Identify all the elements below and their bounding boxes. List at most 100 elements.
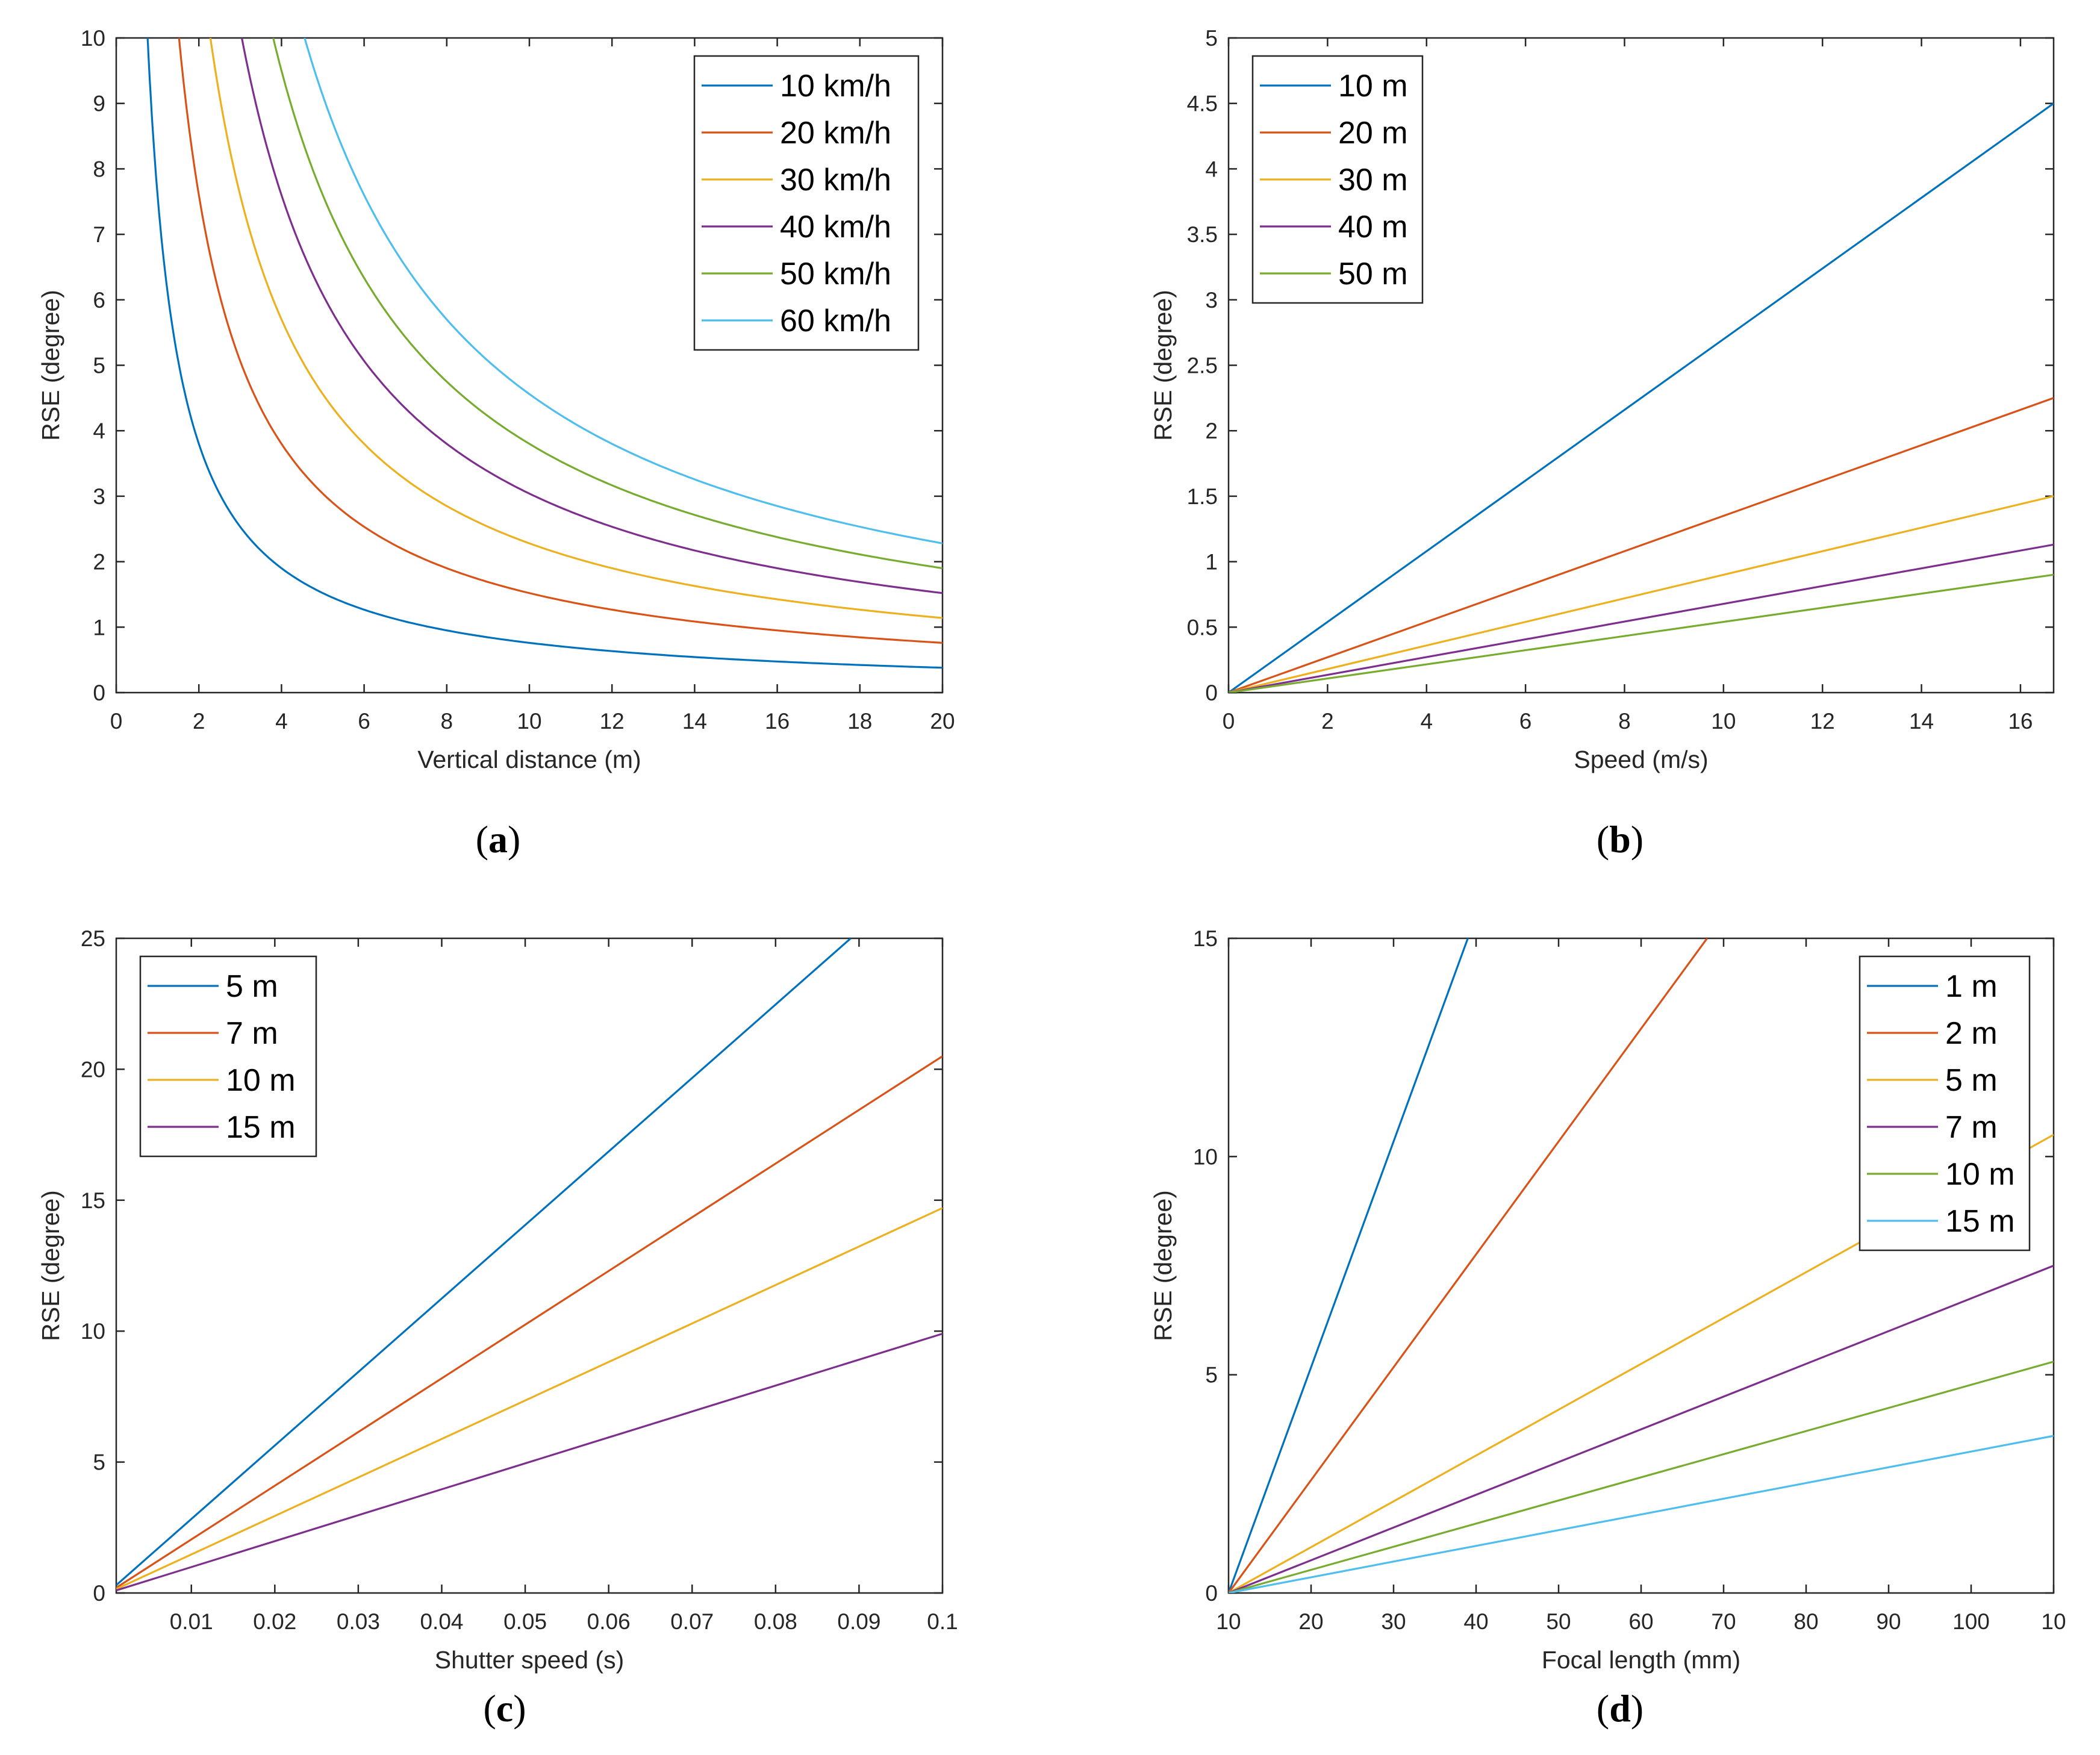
legend-entry: 20 km/h <box>780 116 891 151</box>
y-tick-label: 8 <box>93 157 105 181</box>
series-line-20-m <box>1229 397 2054 693</box>
x-tick-label: 18 <box>847 709 872 734</box>
series-group <box>1229 102 2054 693</box>
legend-entry: 10 m <box>1945 1157 2015 1192</box>
x-tick-label: 16 <box>2008 709 2033 734</box>
y-tick-label: 4 <box>93 419 105 443</box>
legend-entry: 2 m <box>1945 1016 1998 1051</box>
y-axis-label: RSE (degree) <box>1149 1190 1177 1341</box>
x-axis-label: Shutter speed (s) <box>435 1646 625 1674</box>
x-axis-label: Vertical distance (m) <box>417 746 641 773</box>
x-tick-label: 0 <box>110 709 123 734</box>
legend-entry: 7 m <box>226 1016 278 1051</box>
y-tick-label: 6 <box>93 288 105 313</box>
y-tick-label: 5 <box>93 1450 105 1475</box>
legend-entry: 15 m <box>226 1110 296 1145</box>
y-tick-label: 2 <box>1205 419 1218 443</box>
y-tick-label: 9 <box>93 92 105 116</box>
y-tick-label: 25 <box>81 926 105 951</box>
legend-entry: 10 km/h <box>780 69 891 104</box>
x-tick-label: 20 <box>930 709 955 734</box>
y-tick-label: 15 <box>1193 926 1218 951</box>
y-tick-label: 2 <box>93 550 105 575</box>
y-tick-label: 15 <box>81 1188 105 1213</box>
chart-3: 0.01 0.02 0.03 0.04 0.05 0.06 0.07 0.08 0.09 0.1 0… <box>37 926 958 1730</box>
y-tick-label: 10 <box>1193 1144 1218 1169</box>
x-tick-label: 20 <box>1298 1609 1323 1634</box>
series-line-15-m <box>116 1332 943 1592</box>
y-tick-label: 0.5 <box>1187 615 1218 640</box>
legend-entry: 7 m <box>1945 1110 1998 1145</box>
series-line-10-m <box>1229 1361 2054 1593</box>
y-tick-label: 0 <box>93 681 105 705</box>
legend: 10 m 20 m 30 m 40 m 50 m <box>1251 55 1424 304</box>
panel-caption: (a) <box>476 818 521 861</box>
chart-2: 0 2 4 6 8 10 12 14 16 0 0.5 1 1.5 2 2.5 3 3.5 4 4.5 5 10 m 20… <box>1149 26 2055 861</box>
legend-entry: 50 m <box>1338 257 1408 291</box>
legend-entry: 30 km/h <box>780 163 891 198</box>
x-tick-label: 0.07 <box>670 1609 714 1634</box>
series-line-10-m <box>1229 102 2054 693</box>
legend-entry: 5 m <box>1945 1063 1998 1098</box>
y-axis-label: RSE (degree) <box>37 1190 64 1341</box>
x-axis-label: Speed (m/s) <box>1574 746 1708 773</box>
series-line-7-m <box>1229 1265 2054 1593</box>
series-line-40-km-h <box>240 38 943 594</box>
y-tick-label: 1 <box>93 615 105 640</box>
x-tick-label: 0.01 <box>170 1609 213 1634</box>
series-line-5-m <box>116 938 852 1586</box>
y-tick-label: 5 <box>93 354 105 378</box>
x-tick-label: 4 <box>1420 709 1433 734</box>
x-tick-label: 90 <box>1876 1609 1901 1634</box>
legend-box <box>1859 955 2031 1252</box>
x-tick-label: 10 <box>517 709 541 734</box>
series-line-50-km-h <box>272 38 943 570</box>
series-line-10-km-h <box>146 38 943 669</box>
legend-entry: 15 m <box>1945 1204 2015 1239</box>
x-tick-label: 8 <box>1618 709 1631 734</box>
y-tick-label: 3.5 <box>1187 222 1218 247</box>
x-tick-label: 0.06 <box>587 1609 631 1634</box>
legend-entry: 50 km/h <box>780 257 891 291</box>
y-tick-label: 4 <box>1205 157 1218 181</box>
series-line-30-km-h <box>209 38 943 619</box>
y-tick-label: 1 <box>1205 550 1218 575</box>
series-line-60-km-h <box>304 38 943 544</box>
y-tick-label: 1.5 <box>1187 484 1218 509</box>
x-tick-label: 6 <box>1519 709 1532 734</box>
y-tick-label: 0 <box>1205 1581 1218 1606</box>
x-tick-label: 0.1 <box>927 1609 958 1634</box>
series-line-30-m <box>1229 495 2054 693</box>
y-axis-label: RSE (degree) <box>37 290 64 441</box>
y-tick-label: 3 <box>93 484 105 509</box>
legend-entry: 1 m <box>1945 969 1998 1004</box>
x-tick-label: 0.02 <box>253 1609 296 1634</box>
x-tick-label: 0 <box>1223 709 1235 734</box>
legend-box <box>139 955 317 1158</box>
x-tick-label: 10 <box>2041 1609 2066 1634</box>
legend-entry: 20 m <box>1338 116 1408 151</box>
legend: 1 m 2 m 5 m 7 m 10 m 15 m <box>1859 955 2031 1252</box>
y-tick-label: 0 <box>1205 681 1218 705</box>
x-tick-label: 0.09 <box>837 1609 880 1634</box>
legend-entry: 40 km/h <box>780 210 891 245</box>
legend-box <box>693 55 920 351</box>
series-line-40-m <box>1229 543 2054 693</box>
y-tick-label: 5 <box>1205 1363 1218 1388</box>
x-tick-label: 14 <box>682 709 707 734</box>
y-tick-label: 10 <box>81 26 105 51</box>
series-line-7-m <box>116 1055 943 1589</box>
series-line-2-m <box>1229 938 1708 1593</box>
x-tick-label: 30 <box>1381 1609 1406 1634</box>
legend: 10 km/h 20 km/h 30 km/h 40 km/h 50 km/h 60 km… <box>693 55 920 351</box>
x-tick-label: 2 <box>193 709 205 734</box>
x-tick-label: 4 <box>275 709 288 734</box>
x-tick-label: 80 <box>1793 1609 1818 1634</box>
y-tick-label: 7 <box>93 222 105 247</box>
series-line-50-m <box>1229 573 2054 693</box>
y-tick-label: 3 <box>1205 288 1218 313</box>
x-tick-label: 60 <box>1628 1609 1653 1634</box>
x-tick-label: 10 <box>1711 709 1736 734</box>
